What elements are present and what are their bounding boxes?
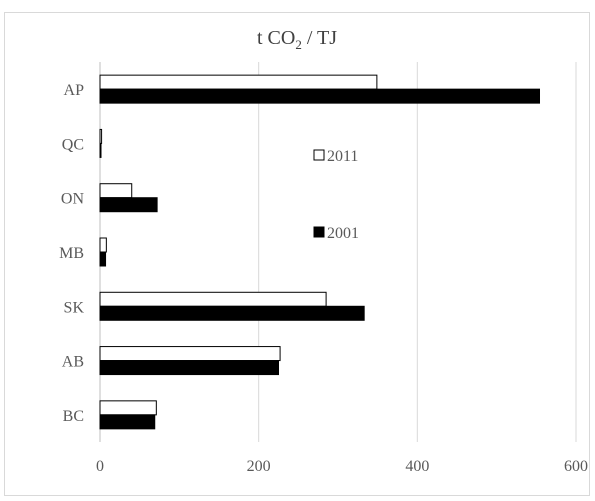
legend-swatch-2011 — [313, 149, 325, 161]
bar-2001-AP — [99, 88, 541, 104]
category-label: AP — [64, 82, 85, 99]
legend-swatch-2001 — [313, 226, 325, 238]
bar-2001-SK — [99, 305, 365, 321]
bar-2011-QC — [99, 128, 103, 144]
bar-2011-BC — [99, 400, 157, 416]
bar-2001-AB — [99, 360, 279, 376]
legend: 2011 2001 — [313, 148, 359, 242]
bar-2011-ON — [99, 183, 133, 199]
category-label: BC — [63, 408, 84, 425]
bar-2011-AB — [99, 346, 281, 362]
bar-2011-AP — [99, 74, 378, 90]
x-tick-label: 200 — [247, 458, 271, 475]
category-label: ON — [61, 191, 85, 208]
bar-2001-MB — [99, 251, 107, 267]
bar-2001-BC — [99, 414, 156, 430]
category-label: SK — [64, 299, 85, 316]
gridlines — [99, 62, 577, 442]
chart-title: t CO2 / TJ — [257, 27, 337, 52]
x-tick-label: 600 — [564, 458, 588, 475]
category-label: MB — [59, 245, 84, 262]
axis-labels: 0 200 400 600 AP QC ON MB SK AB BC — [59, 82, 588, 475]
x-tick-label: 400 — [405, 458, 429, 475]
bar-2011-SK — [99, 291, 327, 307]
bar-2001-ON — [99, 197, 158, 213]
bar-2001-QC — [99, 142, 102, 158]
x-tick-label: 0 — [96, 458, 104, 475]
legend-label-2011: 2011 — [327, 148, 358, 165]
category-label: QC — [62, 136, 84, 153]
bar-2011-MB — [99, 237, 107, 253]
bars — [99, 74, 541, 430]
category-label: AB — [62, 354, 84, 371]
legend-label-2001: 2001 — [327, 225, 359, 242]
